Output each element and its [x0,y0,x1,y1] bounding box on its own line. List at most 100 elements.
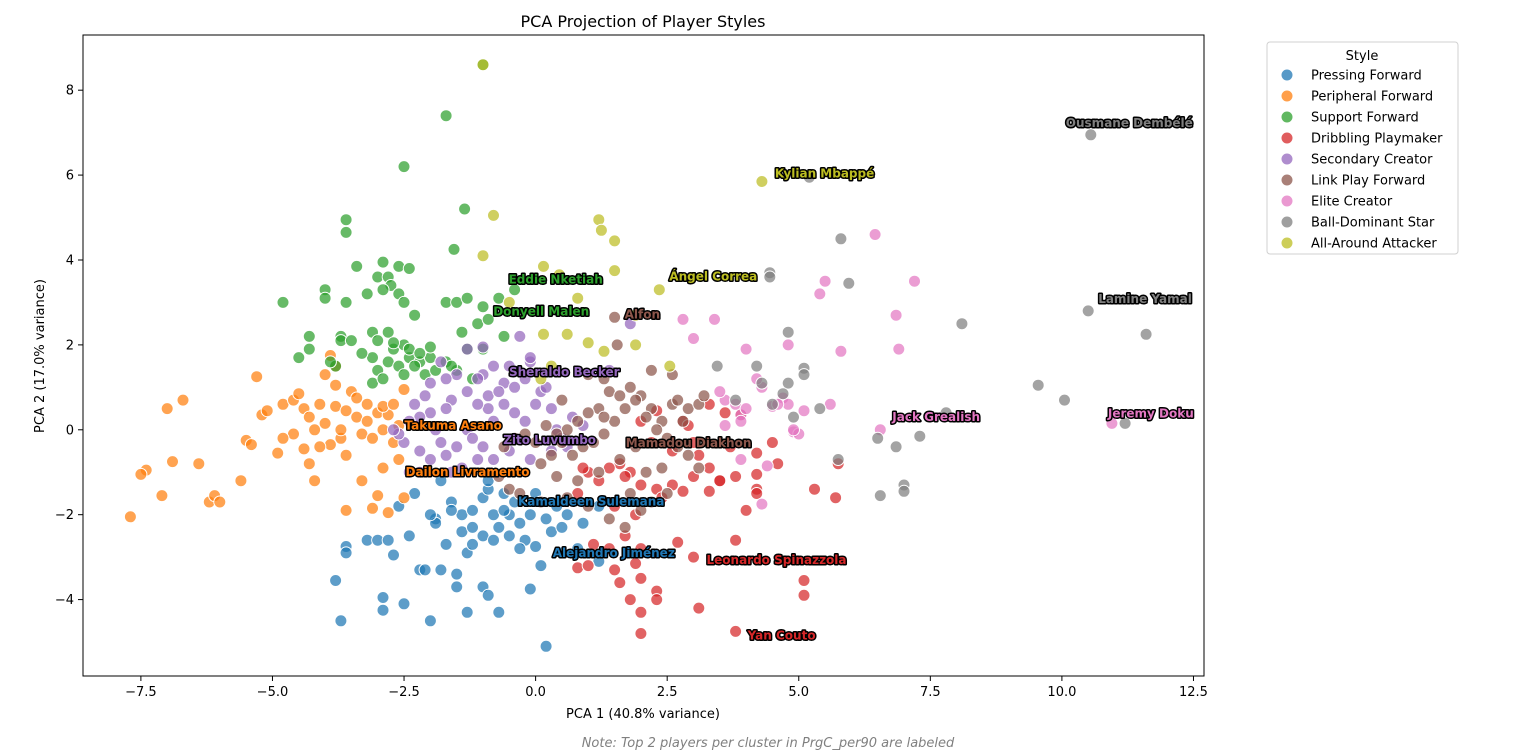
point-6-24 [755,497,769,511]
point-5-22 [508,431,522,445]
point-5-54 [613,453,627,466]
point-5-60 [697,389,711,403]
point-1-44 [381,506,395,520]
point-3-21 [797,588,811,602]
point-5-58 [655,461,669,475]
y-tick-label-5: 6 [66,169,74,184]
annotation-0: Ousmane Dembélé [1066,116,1193,130]
point-7-27 [765,397,779,411]
point-0-17 [434,563,448,577]
point-6-0 [868,228,882,241]
point-2-60 [413,346,427,360]
point-0-62 [444,503,458,517]
point-5-53 [639,465,653,479]
point-5-32 [618,402,632,416]
point-5-29 [587,436,600,449]
point-8-12 [502,295,516,309]
point-8-17 [597,344,611,358]
legend-label-2: Support Forward [1311,111,1419,126]
point-0-41 [523,508,537,522]
series-2 [276,58,522,390]
point-3-20 [797,574,811,587]
point-1-55 [339,448,353,462]
point-4-8 [471,372,485,386]
point-0-23 [466,537,479,551]
point-6-5 [708,312,721,326]
series-0 [329,474,606,653]
point-4-11 [439,372,453,386]
point-1-17 [271,446,285,460]
point-2-44 [397,368,411,382]
point-3-59 [687,436,700,449]
point-7-26 [781,376,795,390]
point-5-55 [592,465,606,479]
point-1-35 [366,431,379,445]
point-0-44 [539,512,553,526]
point-1-23 [308,423,322,437]
point-8-0 [476,58,490,72]
point-6-10 [834,344,848,358]
point-4-47 [444,465,458,479]
point-1-62 [334,423,348,437]
point-5-45 [534,495,548,509]
legend-title: Style [1346,49,1379,64]
x-axis-title: PCA 1 (40.8% variance) [566,707,720,722]
point-3-2 [634,605,648,619]
point-5-57 [550,470,564,483]
x-tick-label-1: −5.0 [257,685,289,700]
point-2-8 [376,255,390,269]
point-2-65 [455,325,469,339]
point-5-0 [608,310,622,324]
point-8-11 [571,291,585,305]
point-0-51 [576,516,590,530]
point-3-34 [608,499,622,513]
point-5-11 [671,393,685,407]
point-8-7 [537,259,550,273]
point-3-5 [692,601,706,615]
point-2-68 [376,372,390,386]
point-3-13 [587,537,600,551]
point-8-18 [663,359,677,373]
point-3-4 [650,593,664,607]
points-layer [123,58,1153,653]
legend-marker-5 [1280,173,1294,187]
point-3-61 [739,503,753,517]
annotation-14: Kamaldeen Sulemana [518,495,664,509]
point-8-10 [652,283,666,297]
point-5-61 [597,410,611,424]
point-7-1 [802,170,816,184]
legend-marker-8 [1280,236,1294,250]
point-1-5 [166,455,179,469]
legend-marker-6 [1280,194,1294,208]
point-5-16 [571,414,585,428]
point-8-19 [537,327,550,341]
x-tick-label-5: 5.0 [788,685,809,700]
point-1-6 [176,393,190,407]
point-5-63 [555,393,569,407]
point-5-34 [639,410,653,424]
legend-label-0: Pressing Forward [1311,69,1422,84]
point-5-37 [671,440,685,454]
point-6-6 [676,312,690,326]
point-6-30 [1105,416,1119,430]
point-3-40 [729,470,743,483]
point-4-17 [402,414,416,428]
point-0-67 [571,542,585,556]
point-6-27 [797,404,811,418]
x-tick-label-2: −2.5 [388,685,420,700]
point-0-14 [418,563,432,577]
point-0-1 [334,614,348,628]
point-2-38 [292,351,306,365]
legend-label-3: Dribbling Playmaker [1311,132,1443,147]
annotation-9: Jack Grealish [891,410,980,424]
point-3-1 [623,593,637,607]
point-5-6 [623,380,637,394]
point-5-49 [618,520,632,534]
point-1-42 [371,489,385,503]
point-1-4 [160,402,174,416]
point-8-8 [552,268,566,282]
point-2-24 [460,291,474,305]
y-tick-label-0: −4 [55,593,74,608]
point-7-0 [1084,128,1098,142]
point-1-13 [244,438,258,452]
